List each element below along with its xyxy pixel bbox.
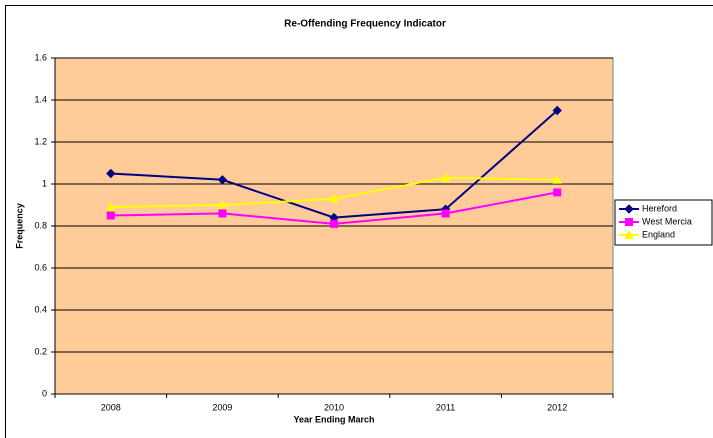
data-point [441, 209, 450, 218]
y-tick-label: 1.6 [34, 52, 47, 62]
x-tick-label: 2011 [436, 402, 455, 412]
x-tick-label: 2012 [547, 402, 567, 412]
y-tick-label: 0.2 [34, 346, 47, 356]
y-tick-label: 0.6 [34, 262, 47, 272]
data-point [218, 209, 227, 218]
data-point [552, 105, 562, 116]
legend-label: West Mercia [642, 216, 692, 226]
data-point [329, 193, 339, 203]
x-axis-label: Year Ending March [293, 414, 374, 424]
legend-marker [624, 204, 634, 214]
data-point [217, 175, 228, 185]
x-tick-label: 2010 [324, 402, 344, 412]
legend-marker [624, 229, 634, 239]
y-tick-label: 1.2 [34, 136, 47, 146]
legend-marker [625, 218, 633, 226]
legend-label: Hereford [642, 203, 677, 213]
y-tick-label: 0.4 [34, 304, 47, 314]
x-tick-label: 2009 [212, 402, 232, 412]
data-point [217, 199, 228, 209]
data-point [553, 188, 562, 197]
x-tick-label: 2008 [101, 402, 121, 412]
chart-title: Re-Offending Frequency Indicator [284, 19, 446, 30]
data-point [106, 211, 115, 220]
y-axis-label: Frequency [14, 203, 24, 249]
data-point [105, 202, 116, 212]
legend-label: England [642, 229, 675, 239]
y-tick-label: 1.4 [34, 94, 47, 104]
y-tick-label: 0.8 [34, 220, 47, 230]
data-point [440, 172, 451, 182]
data-point [106, 168, 116, 179]
y-tick-label: 1 [42, 178, 47, 188]
data-point [330, 219, 338, 228]
data-point [552, 174, 563, 184]
y-tick-label: 0 [42, 388, 47, 398]
